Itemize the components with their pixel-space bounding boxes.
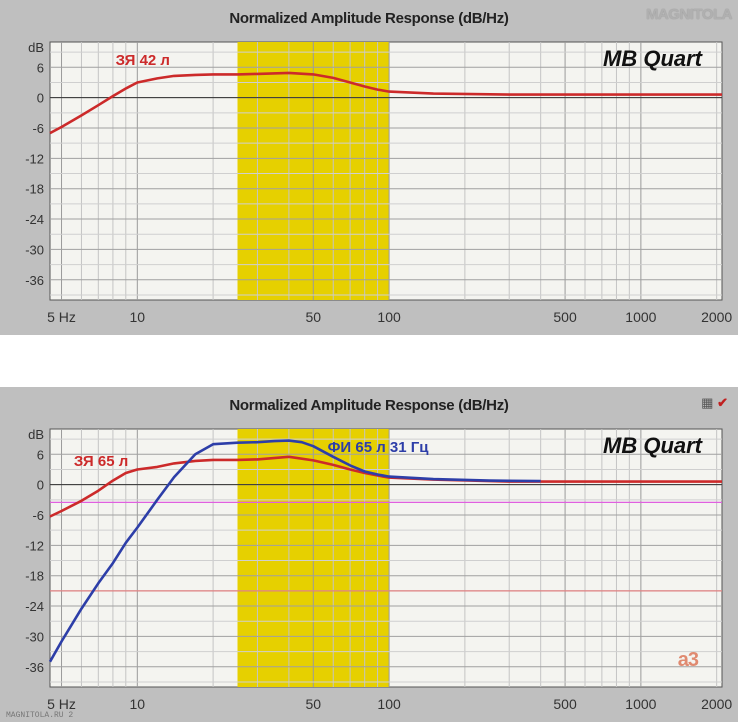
toolbar-icons: ▦ ✔ xyxy=(701,395,728,411)
y-tick-label: -18 xyxy=(25,569,44,584)
print-icon[interactable]: ▦ xyxy=(701,395,714,410)
y-tick-label: 0 xyxy=(37,91,44,106)
chart-panel-top: Normalized Amplitude Response (dB/Hz) MA… xyxy=(0,0,738,335)
x-tick-label: 2000 xyxy=(701,696,732,712)
y-tick-label: -6 xyxy=(32,508,44,523)
x-tick-label: 500 xyxy=(553,696,577,712)
y-tick-label: -24 xyxy=(25,599,44,614)
x-tick-label: 500 xyxy=(553,309,577,325)
y-tick-label: -24 xyxy=(25,212,44,227)
x-tick-label: 10 xyxy=(130,696,146,712)
x-tick-label: 50 xyxy=(306,696,322,712)
y-tick-label: dB xyxy=(28,427,44,442)
x-tick-label: 100 xyxy=(377,696,401,712)
y-tick-label: 6 xyxy=(37,447,44,462)
close-icon[interactable]: ✔ xyxy=(717,395,728,410)
series-label: ФИ 65 л 31 Гц xyxy=(328,439,430,456)
series-line xyxy=(49,71,722,135)
y-tick-label: -6 xyxy=(32,121,44,136)
series-label: ЗЯ 42 л xyxy=(116,52,170,69)
y-tick-label: 0 xyxy=(37,478,44,493)
x-tick-label: 5 Hz xyxy=(47,696,76,712)
series-label: ЗЯ 65 л xyxy=(74,453,128,470)
x-tick-label: 10 xyxy=(130,309,146,325)
y-tick-label: -36 xyxy=(25,273,44,288)
y-tick-label: -30 xyxy=(25,629,44,644)
x-tick-label: 2000 xyxy=(701,309,732,325)
chart-panel-bottom: Normalized Amplitude Response (dB/Hz) ▦ … xyxy=(0,387,738,722)
chart-title: Normalized Amplitude Response (dB/Hz) xyxy=(229,397,509,414)
brand-label: MB Quart xyxy=(603,46,704,71)
y-tick-label: dB xyxy=(28,40,44,55)
series-line xyxy=(48,439,541,663)
y-tick-label: -18 xyxy=(25,182,44,197)
chart-top: dB 6 0 -6 -12 -18 -24 -30 -36 5 Hz 10 50 100 500 1000 2… xyxy=(25,40,732,325)
y-tick-label: -12 xyxy=(25,538,44,553)
x-tick-label: 1000 xyxy=(625,696,656,712)
y-tick-label: -12 xyxy=(25,151,44,166)
footer-text: MAGNITOLA.RU 2 xyxy=(6,711,74,720)
y-tick-label: -30 xyxy=(25,242,44,257)
x-tick-label: 1000 xyxy=(625,309,656,325)
magnitola-logo: MAGNITOLA xyxy=(645,6,733,23)
x-tick-label: 50 xyxy=(306,309,322,325)
chart-bottom: dB 6 0 -6 -12 -18 -24 -30 -36 5 Hz 10 50 100 500 1000 2… xyxy=(25,427,732,712)
corner-mark: a3 xyxy=(677,649,699,671)
chart-title: Normalized Amplitude Response (dB/Hz) xyxy=(229,10,509,27)
y-tick-label: -36 xyxy=(25,660,44,675)
brand-label: MB Quart xyxy=(603,433,704,458)
x-tick-label: 5 Hz xyxy=(47,309,76,325)
x-tick-label: 100 xyxy=(377,309,401,325)
y-tick-label: 6 xyxy=(37,60,44,75)
